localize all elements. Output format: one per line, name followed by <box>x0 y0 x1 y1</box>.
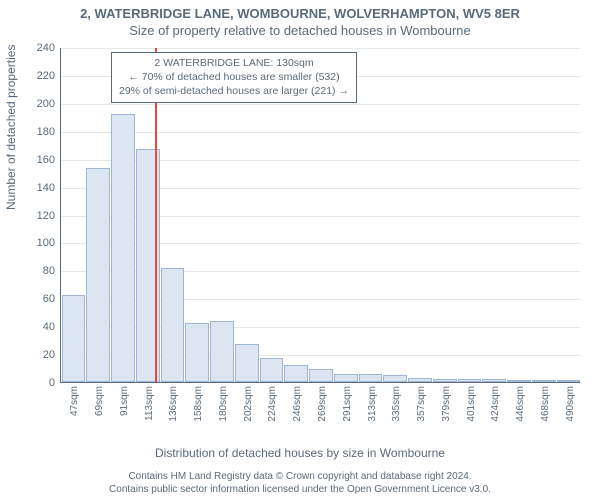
annotation-box: 2 WATERBRIDGE LANE: 130sqm← 70% of detac… <box>111 52 357 103</box>
y-tick-label: 140 <box>37 182 61 194</box>
y-tick-label: 220 <box>37 70 61 82</box>
chart-title-line2: Size of property relative to detached ho… <box>0 23 600 38</box>
y-tick-label: 20 <box>43 349 61 361</box>
x-tick-label: 291sqm <box>342 386 353 422</box>
y-tick-label: 100 <box>37 237 61 249</box>
annotation-line3: 29% of semi-detached houses are larger (… <box>119 84 349 98</box>
x-tick-label: 490sqm <box>565 386 576 422</box>
histogram-bar <box>334 374 358 382</box>
histogram-bar <box>185 323 209 382</box>
histogram-bar <box>408 378 432 382</box>
x-tick-label: 246sqm <box>292 386 303 422</box>
x-tick-label: 313sqm <box>367 386 378 422</box>
x-tick-label: 468sqm <box>540 386 551 422</box>
x-tick-label: 401sqm <box>466 386 477 422</box>
footer-line2: Contains public sector information licen… <box>0 484 600 497</box>
y-axis-label: Number of detached properties <box>4 45 18 210</box>
x-tick-label: 202sqm <box>243 386 254 422</box>
y-tick-label: 60 <box>43 293 61 305</box>
y-tick-label: 180 <box>37 126 61 138</box>
x-tick-label: 224sqm <box>267 386 278 422</box>
x-tick-label: 180sqm <box>218 386 229 422</box>
histogram-bar <box>161 268 185 382</box>
histogram-bar <box>383 375 407 382</box>
histogram-bar <box>557 380 581 382</box>
gridline <box>61 132 580 133</box>
histogram-bar <box>359 374 383 382</box>
x-tick-label: 335sqm <box>391 386 402 422</box>
annotation-line1: 2 WATERBRIDGE LANE: 130sqm <box>119 56 349 70</box>
plot-area: 02040608010012014016018020022024047sqm69… <box>60 48 580 383</box>
histogram-bar <box>86 168 110 382</box>
x-tick-label: 446sqm <box>515 386 526 422</box>
histogram-bar <box>458 379 482 382</box>
annotation-line2: ← 70% of detached houses are smaller (53… <box>119 70 349 84</box>
y-tick-label: 200 <box>37 98 61 110</box>
x-tick-label: 113sqm <box>144 386 155 421</box>
gridline <box>61 104 580 105</box>
x-tick-label: 357sqm <box>416 386 427 422</box>
y-tick-label: 80 <box>43 265 61 277</box>
histogram-bar <box>111 114 135 382</box>
y-tick-label: 40 <box>43 321 61 333</box>
y-tick-label: 160 <box>37 154 61 166</box>
x-tick-label: 69sqm <box>94 386 105 416</box>
histogram-bar <box>507 380 531 382</box>
x-tick-label: 269sqm <box>317 386 328 422</box>
y-tick-label: 240 <box>37 42 61 54</box>
y-tick-label: 0 <box>49 377 61 389</box>
footer-line1: Contains HM Land Registry data © Crown c… <box>0 471 600 484</box>
x-tick-label: 424sqm <box>490 386 501 422</box>
x-tick-label: 379sqm <box>441 386 452 422</box>
x-tick-label: 158sqm <box>193 386 204 422</box>
histogram-bar <box>235 344 259 382</box>
histogram-bar <box>309 369 333 382</box>
chart-title-block: 2, WATERBRIDGE LANE, WOMBOURNE, WOLVERHA… <box>0 0 600 38</box>
y-tick-label: 120 <box>37 210 61 222</box>
x-tick-label: 91sqm <box>119 386 130 416</box>
gridline <box>61 48 580 49</box>
histogram-bar <box>482 379 506 382</box>
chart-footer: Contains HM Land Registry data © Crown c… <box>0 471 600 496</box>
chart-title-line1: 2, WATERBRIDGE LANE, WOMBOURNE, WOLVERHA… <box>0 6 600 21</box>
x-tick-label: 47sqm <box>69 386 80 416</box>
histogram-bar <box>433 379 457 382</box>
histogram-bar <box>284 365 308 382</box>
histogram-bar <box>260 358 284 382</box>
histogram-bar <box>210 321 234 382</box>
histogram-bar <box>532 380 556 382</box>
x-tick-label: 136sqm <box>168 386 179 422</box>
x-axis-label: Distribution of detached houses by size … <box>0 446 600 460</box>
histogram-bar <box>62 295 86 382</box>
